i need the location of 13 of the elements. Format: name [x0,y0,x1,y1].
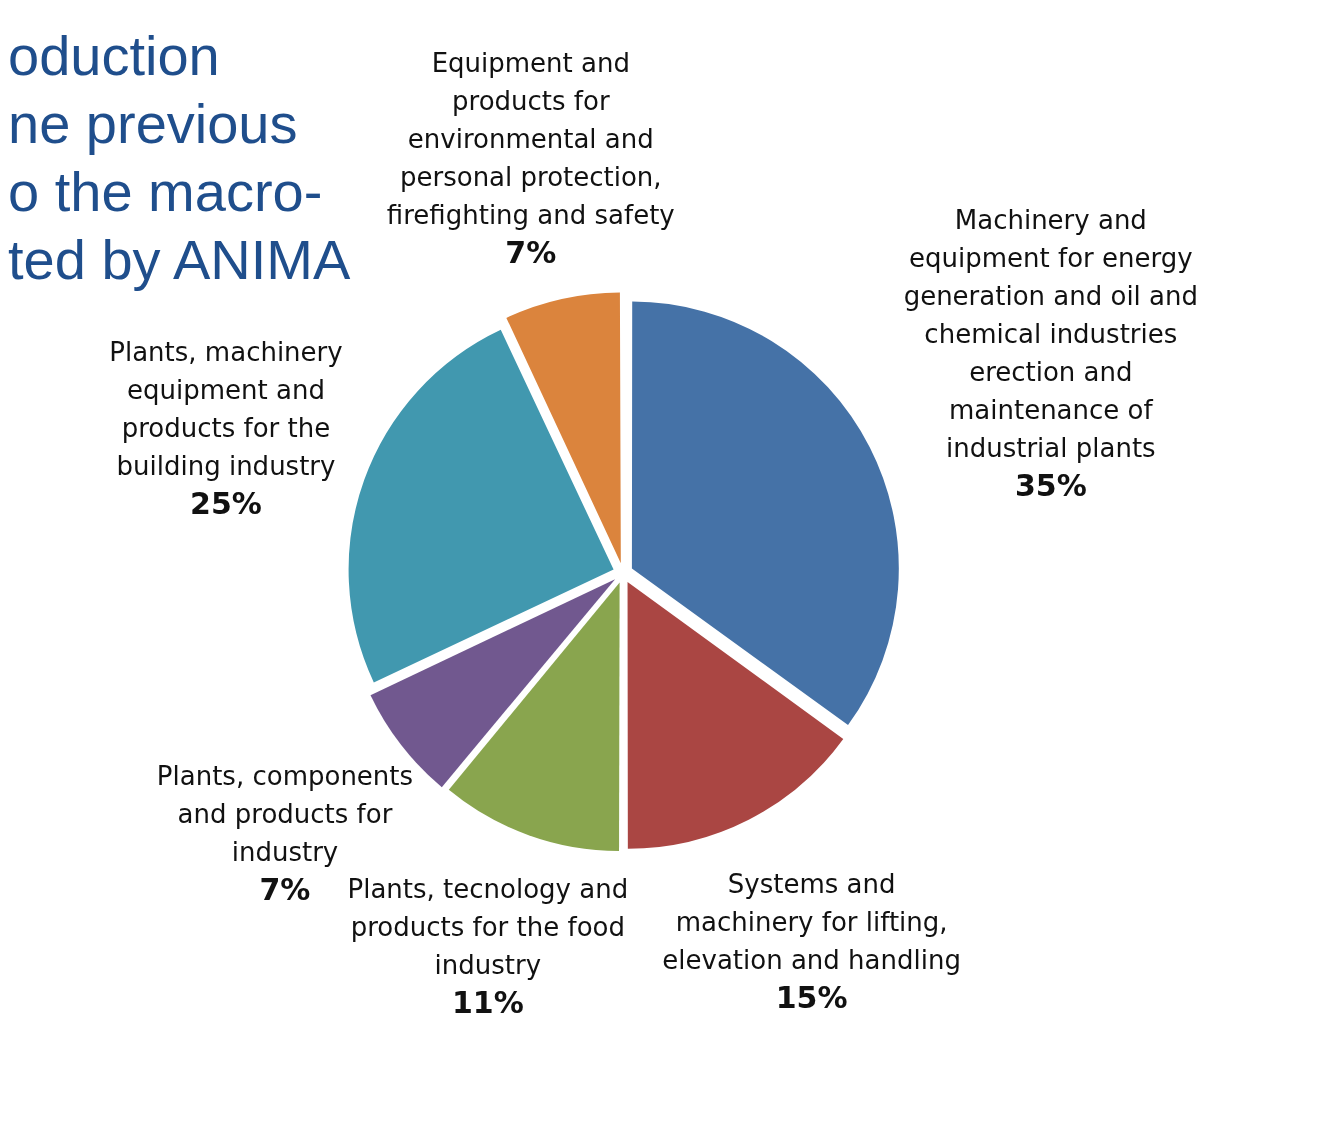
slice-label: Systems and machinery for lifting, elevation and handling [662,868,961,975]
data-label: 35% [1014,467,1087,503]
data-label: 25% [190,485,262,521]
heading-text: oduction ne previous o the macro- ted by ANIMA [8,23,351,293]
data-label: 15% [775,980,848,1016]
data-label: 11% [451,985,524,1021]
slice-label: Equipment and products for environmental and personal protection, firefighting and safety [386,48,675,231]
data-label: 7% [259,872,311,907]
slice-label: Plants, components and products for industry [156,760,414,867]
slice-label: Plants, tecnology and products for the food industry [347,874,629,981]
slice-label: Machinery and equipment for energy generation and oil and chemical industries erection and maintenance of industrial plants [903,204,1199,463]
data-label: 7% [505,235,557,271]
slice-label: Plants, machinery equipment and products for the building industry [109,336,343,481]
